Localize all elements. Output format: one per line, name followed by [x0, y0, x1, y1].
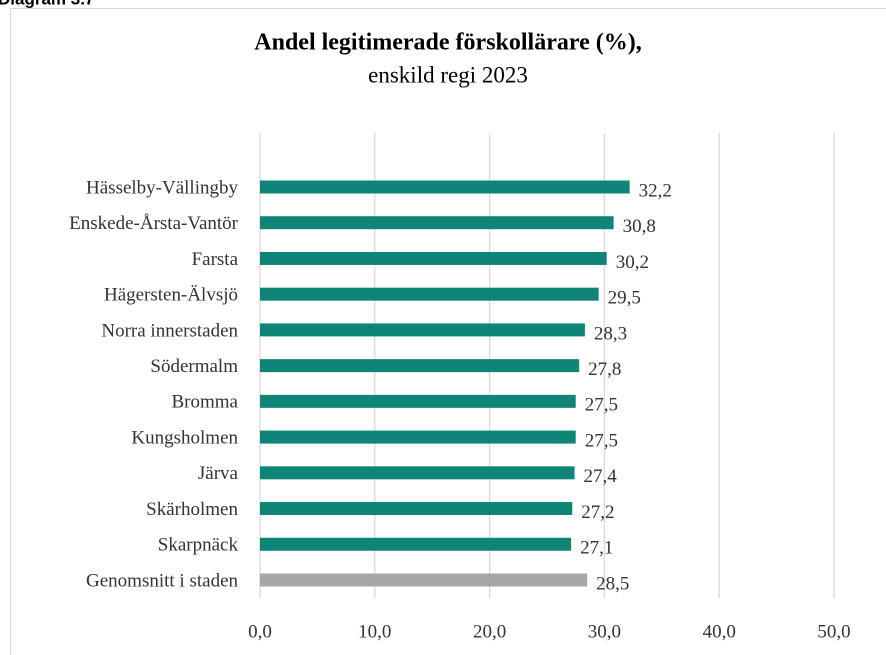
- bar: [260, 573, 588, 587]
- value-label: 30,2: [616, 252, 649, 273]
- y-tick-label: Hägersten-Älvsjö: [104, 285, 238, 306]
- bar: [260, 359, 580, 373]
- bar: [260, 502, 573, 516]
- y-tick-label: Skarpnäck: [158, 535, 239, 556]
- x-tick-label: 50,0: [817, 621, 850, 642]
- y-tick-label: Genomsnitt i staden: [86, 570, 238, 591]
- x-tick-label: 0,0: [248, 621, 272, 642]
- value-label: 27,5: [585, 430, 618, 451]
- y-tick-label: Hässelby-Vällingby: [86, 177, 238, 198]
- bar: [260, 466, 575, 480]
- bar: [260, 537, 572, 551]
- y-tick-label: Södermalm: [150, 356, 238, 377]
- x-tick-label: 20,0: [473, 621, 506, 642]
- bar: [260, 323, 585, 337]
- value-label: 32,2: [639, 180, 672, 201]
- chart-subtitle: enskild regi 2023: [368, 62, 528, 87]
- y-tick-label: Bromma: [172, 392, 239, 413]
- value-label: 27,4: [584, 466, 618, 487]
- bar: [260, 251, 607, 265]
- chart-title: Andel legitimerade förskollärare (%),: [254, 30, 641, 56]
- y-tick-label: Farsta: [192, 249, 239, 270]
- value-label: 30,8: [623, 216, 656, 237]
- bar: [260, 394, 576, 408]
- y-tick-label: Skärholmen: [146, 499, 238, 520]
- bar: [260, 180, 630, 194]
- y-tick-label: Norra innerstaden: [101, 320, 238, 341]
- value-label: 27,2: [581, 502, 614, 523]
- x-tick-label: 10,0: [358, 621, 391, 642]
- x-tick-label: 30,0: [588, 621, 621, 642]
- value-label: 28,5: [596, 573, 629, 594]
- y-tick-label: Enskede-Årsta-Vantör: [69, 213, 239, 234]
- value-label: 27,5: [585, 395, 618, 416]
- bar: [260, 287, 599, 301]
- chart-border: [10, 8, 886, 655]
- bar: [260, 216, 614, 230]
- value-label: 27,8: [588, 359, 621, 380]
- value-label: 28,3: [594, 323, 627, 344]
- value-label: 29,5: [608, 288, 641, 309]
- y-tick-label: Kungsholmen: [131, 427, 238, 448]
- x-tick-label: 40,0: [703, 621, 736, 642]
- caption: Diagram 3.7: [0, 0, 94, 8]
- value-label: 27,1: [580, 538, 613, 559]
- bar: [260, 430, 576, 444]
- y-tick-label: Järva: [198, 463, 239, 484]
